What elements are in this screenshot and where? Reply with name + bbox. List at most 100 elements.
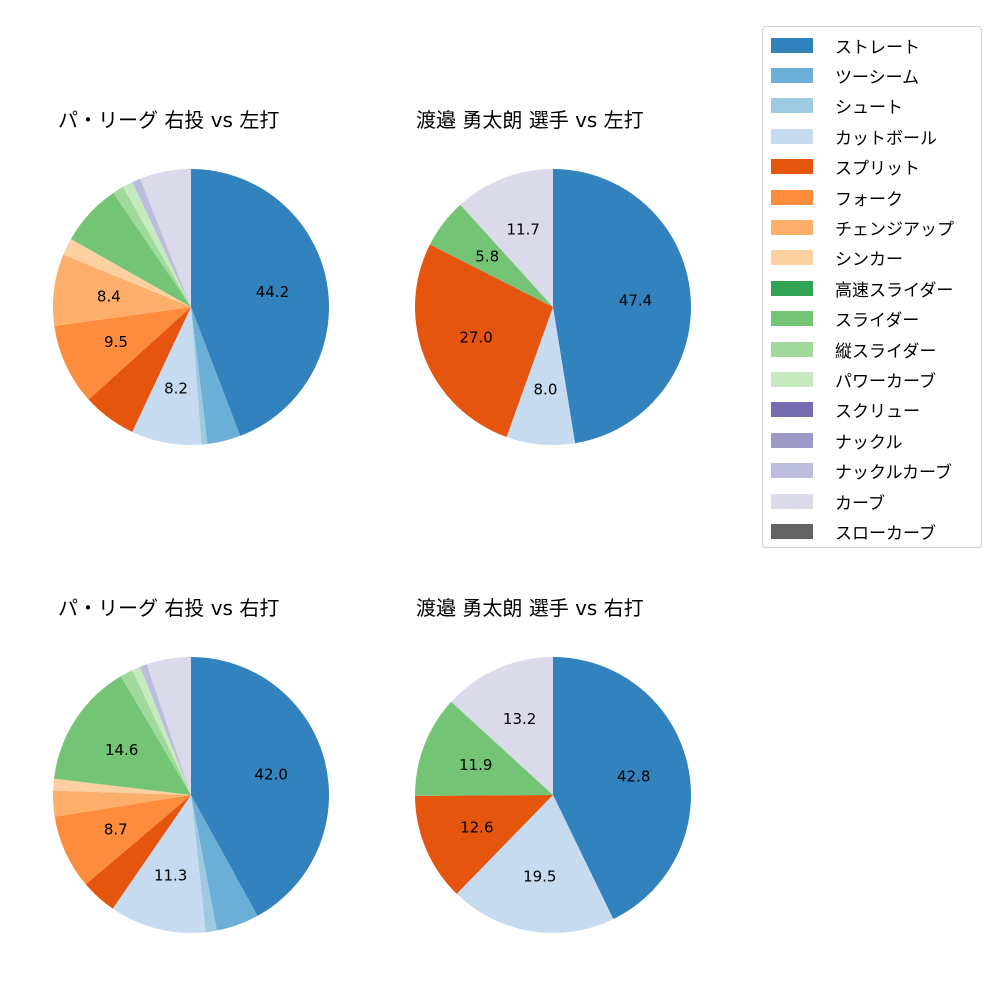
slice-value-label: 42.0 bbox=[254, 765, 287, 783]
legend-swatch bbox=[771, 128, 813, 144]
pie-slice bbox=[53, 676, 191, 795]
pie-slice bbox=[415, 701, 553, 796]
slice-value-label: 11.3 bbox=[154, 866, 187, 884]
legend-item: パワーカーブ bbox=[771, 369, 936, 392]
legend-swatch bbox=[771, 219, 813, 235]
slice-value-label: 8.4 bbox=[97, 288, 121, 306]
legend-swatch bbox=[771, 250, 813, 266]
chart-title-player-vs-left: 渡邉 勇太朗 選手 vs 左打 bbox=[416, 108, 644, 132]
slice-value-label: 5.8 bbox=[475, 248, 499, 266]
pie-slice bbox=[553, 169, 691, 444]
pie-slice bbox=[120, 670, 191, 795]
pie-slice bbox=[506, 307, 576, 445]
legend-label: ナックル bbox=[835, 432, 903, 453]
legend-item: カットボール bbox=[771, 126, 937, 149]
chart-title-player-vs-right: 渡邉 勇太朗 選手 vs 右打 bbox=[416, 596, 644, 620]
pie-slice bbox=[191, 307, 241, 445]
legend-label: パワーカーブ bbox=[835, 371, 936, 392]
legend-label: シュート bbox=[835, 98, 903, 119]
legend-item: スローカーブ bbox=[771, 521, 936, 544]
pie-slice bbox=[429, 204, 553, 307]
pie-slice bbox=[191, 795, 258, 931]
pie-slice bbox=[415, 795, 553, 894]
pie-slice bbox=[146, 657, 191, 795]
legend-swatch bbox=[771, 280, 813, 296]
legend-label: 縦スライダー bbox=[835, 341, 937, 362]
chart-title-league-vs-right: パ・リーグ 右投 vs 右打 bbox=[58, 596, 280, 620]
pie-slice bbox=[54, 795, 192, 885]
slice-value-label: 8.2 bbox=[164, 379, 188, 397]
pie-slice bbox=[191, 795, 217, 933]
pie-slice bbox=[132, 666, 191, 795]
legend-swatch bbox=[771, 311, 813, 327]
legend-item: ストレート bbox=[771, 35, 920, 58]
pie-slice bbox=[191, 307, 208, 445]
slice-value-label: 19.5 bbox=[523, 868, 556, 886]
legend-label: ストレート bbox=[835, 37, 920, 58]
legend-label: シンカー bbox=[835, 250, 903, 271]
pie-slice bbox=[456, 795, 614, 934]
legend-item: スクリュー bbox=[771, 400, 920, 423]
slice-value-label: 9.5 bbox=[104, 333, 128, 351]
legend-item: カーブ bbox=[771, 491, 885, 514]
pie-slice bbox=[54, 307, 192, 400]
legend-item: ナックル bbox=[771, 430, 903, 453]
slice-value-label: 47.4 bbox=[619, 291, 652, 309]
slice-value-label: 11.7 bbox=[507, 221, 540, 239]
legend-swatch bbox=[771, 463, 813, 479]
pie-slice bbox=[415, 244, 553, 437]
legend-swatch bbox=[771, 98, 813, 114]
legend-label: ナックルカーブ bbox=[835, 463, 952, 484]
legend-label: フォーク bbox=[835, 189, 903, 210]
legend-item: 高速スライダー bbox=[771, 278, 954, 301]
legend-swatch bbox=[771, 493, 813, 509]
pie-slice bbox=[53, 254, 191, 327]
pie-slice bbox=[53, 790, 192, 817]
legend-label: カーブ bbox=[835, 493, 885, 514]
slice-value-label: 27.0 bbox=[459, 329, 492, 347]
slice-value-label: 8.7 bbox=[104, 821, 128, 839]
slice-value-label: 13.2 bbox=[503, 710, 536, 728]
slice-value-label: 44.2 bbox=[256, 283, 289, 301]
slice-value-label: 14.6 bbox=[105, 741, 138, 759]
pie-slice bbox=[112, 795, 206, 933]
legend-item: スライダー bbox=[771, 309, 919, 331]
legend-swatch bbox=[771, 189, 813, 205]
legend-swatch bbox=[771, 371, 813, 387]
chart-title-league-vs-left: パ・リーグ 右投 vs 左打 bbox=[58, 108, 280, 132]
legend-item: スプリット bbox=[771, 157, 920, 180]
pie-slice bbox=[53, 778, 191, 795]
pie-slice bbox=[132, 307, 202, 445]
legend-label: 高速スライダー bbox=[835, 280, 954, 301]
legend-item: ツーシーム bbox=[771, 65, 920, 88]
pie-slice bbox=[191, 657, 329, 916]
legend-swatch bbox=[771, 523, 813, 539]
pie-slice bbox=[113, 186, 191, 307]
legend-label: カットボール bbox=[835, 128, 937, 149]
pie-slice bbox=[88, 307, 191, 432]
pie-slice bbox=[132, 178, 191, 307]
pie-slice bbox=[123, 182, 191, 307]
legend-item: シュート bbox=[771, 96, 903, 119]
pie-slice bbox=[451, 657, 553, 795]
legend-label: スプリット bbox=[835, 159, 920, 180]
slice-value-label: 42.8 bbox=[617, 767, 650, 785]
legend: ストレート ツーシーム シュート カットボール スプリット フォーク チェンジアップ シンカー… bbox=[762, 26, 982, 548]
legend-item: フォーク bbox=[771, 187, 903, 210]
pie-slice bbox=[553, 657, 692, 920]
legend-item: ナックルカーブ bbox=[771, 461, 952, 484]
pie-slice bbox=[85, 795, 191, 909]
pie-slice bbox=[140, 664, 191, 795]
legend-swatch bbox=[771, 159, 813, 175]
legend-swatch bbox=[771, 432, 813, 448]
legend-label: スクリュー bbox=[835, 402, 920, 423]
pie-slice bbox=[63, 239, 192, 307]
pie-slice bbox=[140, 169, 191, 307]
legend-label: ツーシーム bbox=[835, 67, 920, 88]
legend-swatch bbox=[771, 341, 813, 357]
slice-value-label: 11.9 bbox=[459, 756, 492, 774]
